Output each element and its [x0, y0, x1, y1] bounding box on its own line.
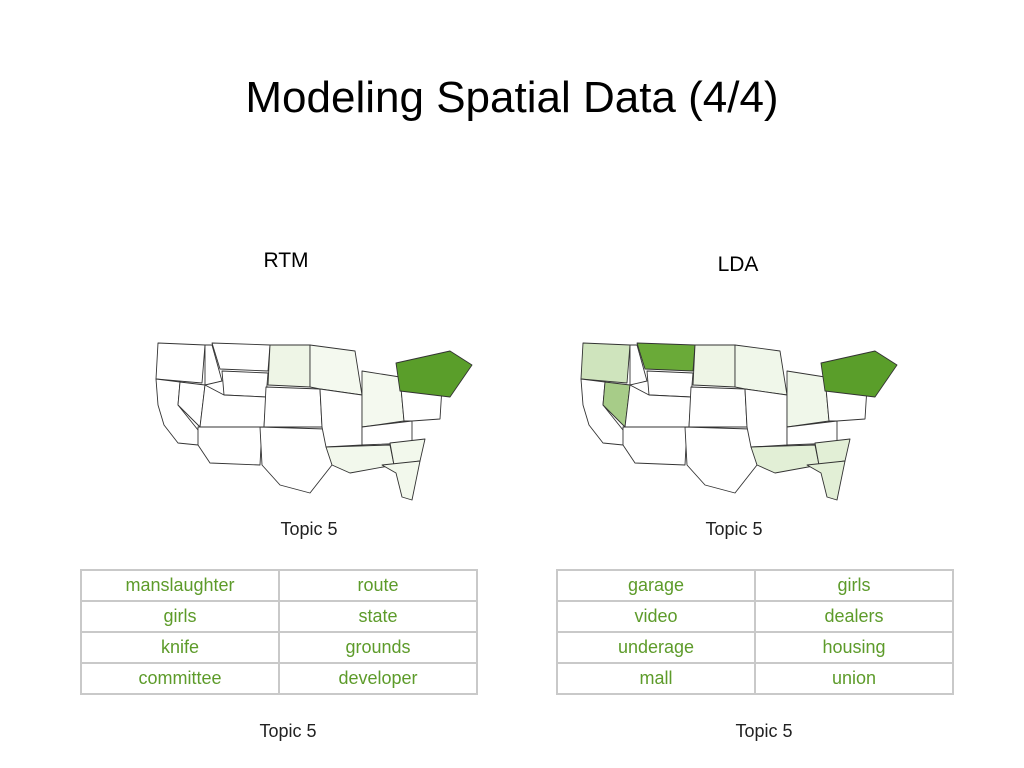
rtm-map-caption: Topic 5 — [280, 519, 338, 539]
word-cell: manslaughter — [80, 569, 280, 602]
word-cell: girls — [754, 569, 954, 602]
state-dakotas — [267, 344, 311, 388]
slide-title: Modeling Spatial Data (4/4) — [245, 73, 779, 122]
word-cell: mall — [556, 662, 756, 695]
state-washington-oregon — [155, 342, 206, 384]
state-ohio-valley — [361, 370, 405, 428]
table-row: garage girls — [556, 569, 954, 602]
lda-table-caption: Topic 5 — [735, 721, 793, 741]
word-cell: dealers — [754, 600, 954, 633]
word-cell: underage — [556, 631, 756, 664]
state-arizona-newmexico — [197, 426, 263, 466]
state-washington-oregon — [580, 342, 631, 384]
state-florida — [381, 460, 421, 501]
state-gulf-states — [325, 444, 395, 474]
word-cell: committee — [80, 662, 280, 695]
state-texas-oklahoma — [684, 426, 758, 494]
lda-map-svg — [580, 342, 898, 501]
lda-word-table: garage girls video dealers underage hous… — [556, 569, 954, 695]
state-idaho — [629, 344, 648, 386]
rtm-word-table: manslaughter route girls state knife gro… — [80, 569, 478, 695]
word-cell: girls — [80, 600, 280, 633]
state-missouri-arkansas — [744, 388, 788, 448]
word-cell: garage — [556, 569, 756, 602]
word-cell: union — [754, 662, 954, 695]
word-cell: grounds — [278, 631, 478, 664]
state-northeast — [820, 350, 898, 398]
table-row: underage housing — [556, 631, 954, 664]
table-row: mall union — [556, 662, 954, 695]
table-row: knife grounds — [80, 631, 478, 664]
table-row: manslaughter route — [80, 569, 478, 602]
word-cell: route — [278, 569, 478, 602]
state-wyoming — [221, 370, 269, 398]
state-arizona-newmexico — [622, 426, 688, 466]
state-wyoming — [646, 370, 694, 398]
state-dakotas — [692, 344, 736, 388]
state-montana — [636, 342, 696, 372]
rtm-map-svg — [155, 342, 473, 501]
word-cell: developer — [278, 662, 478, 695]
state-idaho — [204, 344, 223, 386]
state-florida — [806, 460, 846, 501]
state-texas-oklahoma — [259, 426, 333, 494]
state-montana — [211, 342, 271, 372]
table-row: committee developer — [80, 662, 478, 695]
state-missouri-arkansas — [319, 388, 363, 448]
rtm-label: RTM — [263, 249, 309, 272]
rtm-us-map — [150, 335, 480, 505]
table-row: girls state — [80, 600, 478, 633]
lda-label: LDA — [717, 253, 759, 276]
rtm-table-caption: Topic 5 — [259, 721, 317, 741]
state-upper-midwest — [309, 344, 363, 396]
state-nebraska-kansas — [688, 386, 748, 428]
state-northeast — [395, 350, 473, 398]
word-cell: knife — [80, 631, 280, 664]
lda-map-caption: Topic 5 — [705, 519, 763, 539]
state-upper-midwest — [734, 344, 788, 396]
word-cell: state — [278, 600, 478, 633]
state-ohio-valley — [786, 370, 830, 428]
table-row: video dealers — [556, 600, 954, 633]
state-gulf-states — [750, 444, 820, 474]
state-nebraska-kansas — [263, 386, 323, 428]
lda-us-map — [575, 335, 905, 505]
word-cell: video — [556, 600, 756, 633]
word-cell: housing — [754, 631, 954, 664]
